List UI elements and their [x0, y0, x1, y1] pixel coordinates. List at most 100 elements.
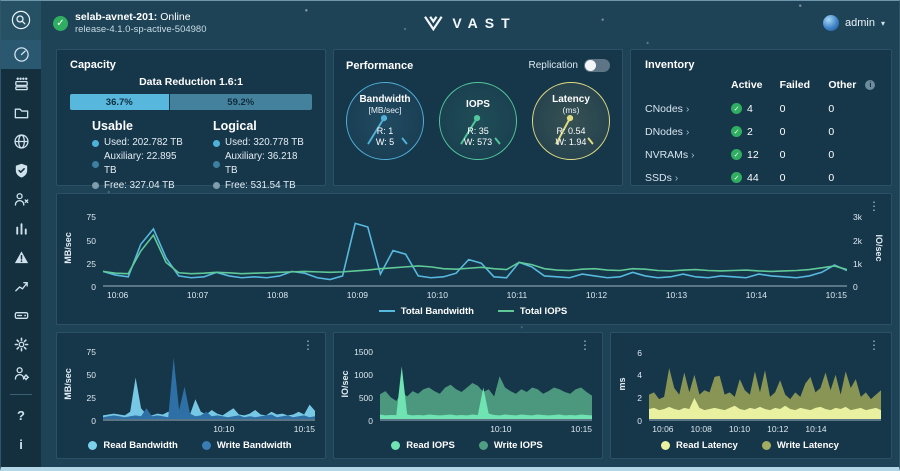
- cluster-name: selab-avnet-201:: [75, 10, 158, 23]
- legend-dot: [478, 440, 488, 450]
- legend-dot: [201, 440, 211, 450]
- legend-read-iops[interactable]: Read IOPS: [391, 440, 455, 451]
- sidebar-item-administrators[interactable]: [1, 359, 41, 388]
- inventory-panel: Inventory Active Failed Other i CNodes › ✓…: [630, 49, 892, 186]
- search-button[interactable]: [1, 1, 41, 40]
- sidebar-item-performance[interactable]: [1, 272, 41, 301]
- check-icon: ✓: [731, 172, 742, 183]
- usable-title: Usable: [92, 119, 133, 133]
- capacity-title: Capacity: [70, 59, 116, 71]
- y-tick-label: 1000: [354, 369, 373, 380]
- legend-total-bandwidth[interactable]: Total Bandwidth: [378, 306, 474, 317]
- column-failed: Failed: [779, 79, 811, 91]
- series-read-latency: [649, 397, 881, 419]
- failed-count: 0: [779, 171, 786, 184]
- nvrams-link[interactable]: NVRAMs ›: [645, 148, 695, 161]
- user-menu[interactable]: admin ▾: [823, 15, 885, 31]
- info-icon[interactable]: i: [865, 80, 876, 90]
- legend-write-bandwidth[interactable]: Write Bandwidth: [201, 440, 292, 451]
- replication-toggle[interactable]: [584, 59, 610, 72]
- main-chart-plot[interactable]: [103, 208, 847, 287]
- latency-chart-plot[interactable]: [649, 347, 881, 421]
- series-read-bandwidth: [103, 377, 315, 419]
- legend-read-bandwidth[interactable]: Read Bandwidth: [88, 440, 178, 451]
- capacity-bar-used-segment: 36.7%: [70, 94, 169, 110]
- info-icon: i: [19, 437, 23, 452]
- cluster-state: Online: [160, 10, 191, 23]
- sidebar-item-network[interactable]: [1, 127, 41, 156]
- cluster-online-icon: ✓: [53, 15, 68, 31]
- gauge-title: Latency: [552, 94, 590, 106]
- chevron-right-icon: ›: [685, 103, 690, 115]
- latency-chart-legend: Read Latency Write Latency: [619, 436, 881, 454]
- other-count: 0: [828, 148, 835, 161]
- y-tick-label: 75: [86, 346, 96, 357]
- y-tick-label: 6: [637, 347, 642, 358]
- used-dot-icon: [213, 139, 220, 147]
- y-tick-label: 50: [86, 235, 96, 246]
- kebab-menu-icon[interactable]: ⋮: [302, 338, 314, 352]
- active-count: 2: [747, 125, 753, 138]
- sidebar-item-storage[interactable]: [1, 301, 41, 330]
- series-write-latency: [649, 368, 881, 419]
- gear-icon: [14, 337, 28, 352]
- other-count: 0: [828, 102, 835, 115]
- legend-total-iops[interactable]: Total IOPS: [497, 306, 567, 317]
- sidebar-item-analytics[interactable]: [1, 214, 41, 243]
- help-button[interactable]: ?: [1, 401, 41, 430]
- gauge-unit: (ms): [562, 105, 580, 116]
- ssds-link[interactable]: SSDs ›: [645, 171, 679, 184]
- kebab-menu-icon[interactable]: ⋮: [868, 338, 880, 352]
- shield-check-icon: [15, 163, 27, 178]
- sidebar-item-settings[interactable]: [1, 330, 41, 359]
- auxiliary-dot-icon: [213, 160, 220, 168]
- sidebar-item-users[interactable]: [1, 185, 41, 214]
- x-axis: 10:06 10:08 10:10 10:12 10:14: [649, 421, 881, 436]
- y-tick-label: 1500: [354, 346, 373, 357]
- top-bar: ✓ selab-avnet-201: Online release-4.1.0-…: [41, 1, 899, 45]
- y-tick-label: 500: [358, 392, 373, 403]
- column-other: Other i: [828, 79, 877, 91]
- drive-icon: [14, 312, 28, 319]
- y-tick-label: 1k: [853, 258, 862, 269]
- bandwidth-chart-plot[interactable]: [103, 347, 315, 421]
- table-row: DNodes › ✓ 2 0 0: [645, 120, 877, 143]
- used-dot-icon: [92, 139, 99, 147]
- y-axis-left: IO/sec 1500 1000 500 0: [340, 346, 380, 426]
- legend-read-latency[interactable]: Read Latency: [661, 440, 738, 451]
- folder-icon: [14, 108, 28, 119]
- sidebar-item-elements[interactable]: [1, 98, 41, 127]
- sidebar-item-cluster[interactable]: [1, 69, 41, 98]
- alert-triangle-icon: [14, 251, 28, 264]
- gauge-read-value: R: 1: [376, 125, 394, 136]
- dashboard-content: Capacity Data Reduction 1.6:1 36.7% 59.2…: [41, 45, 899, 467]
- legend-write-iops[interactable]: Write IOPS: [478, 440, 543, 451]
- vast-logo-text: VAST: [452, 15, 517, 31]
- inventory-title: Inventory: [645, 59, 695, 71]
- usable-capacity-list: Usable Used: 202.782 TB Auxiliary: 22.89…: [70, 119, 191, 193]
- cnodes-link[interactable]: CNodes ›: [645, 102, 690, 115]
- logical-free: Free: 531.54 TB: [213, 179, 312, 193]
- chevron-right-icon: ›: [691, 149, 695, 161]
- y-tick-label: 50: [86, 369, 96, 380]
- sidebar-item-security[interactable]: [1, 156, 41, 185]
- legend-write-latency[interactable]: Write Latency: [761, 440, 839, 451]
- dnodes-link[interactable]: DNodes ›: [645, 125, 690, 138]
- sidebar-item-alarms[interactable]: [1, 243, 41, 272]
- y-axis-right: IO/sec 3k 2k 1k 0: [847, 208, 884, 292]
- active-count: 44: [747, 171, 759, 184]
- iops-chart-plot[interactable]: [380, 347, 592, 421]
- failed-count: 0: [779, 102, 786, 115]
- usable-auxiliary: Auxiliary: 22.895 TB: [92, 150, 191, 178]
- y-tick-label: 3k: [853, 212, 862, 223]
- kebab-menu-icon[interactable]: ⋮: [868, 199, 880, 213]
- active-count: 4: [747, 102, 753, 115]
- gauge-write-value: W: 573: [463, 136, 493, 147]
- capacity-panel: Capacity Data Reduction 1.6:1 36.7% 59.2…: [56, 49, 326, 191]
- y-tick-label: 0: [368, 416, 373, 426]
- sidebar-item-dashboard[interactable]: [1, 39, 41, 69]
- about-button[interactable]: i: [1, 430, 41, 459]
- kebab-menu-icon[interactable]: ⋮: [579, 338, 591, 352]
- y-axis-left: ms 6 4 2 0: [617, 347, 649, 426]
- y-tick-label: 2k: [853, 235, 862, 246]
